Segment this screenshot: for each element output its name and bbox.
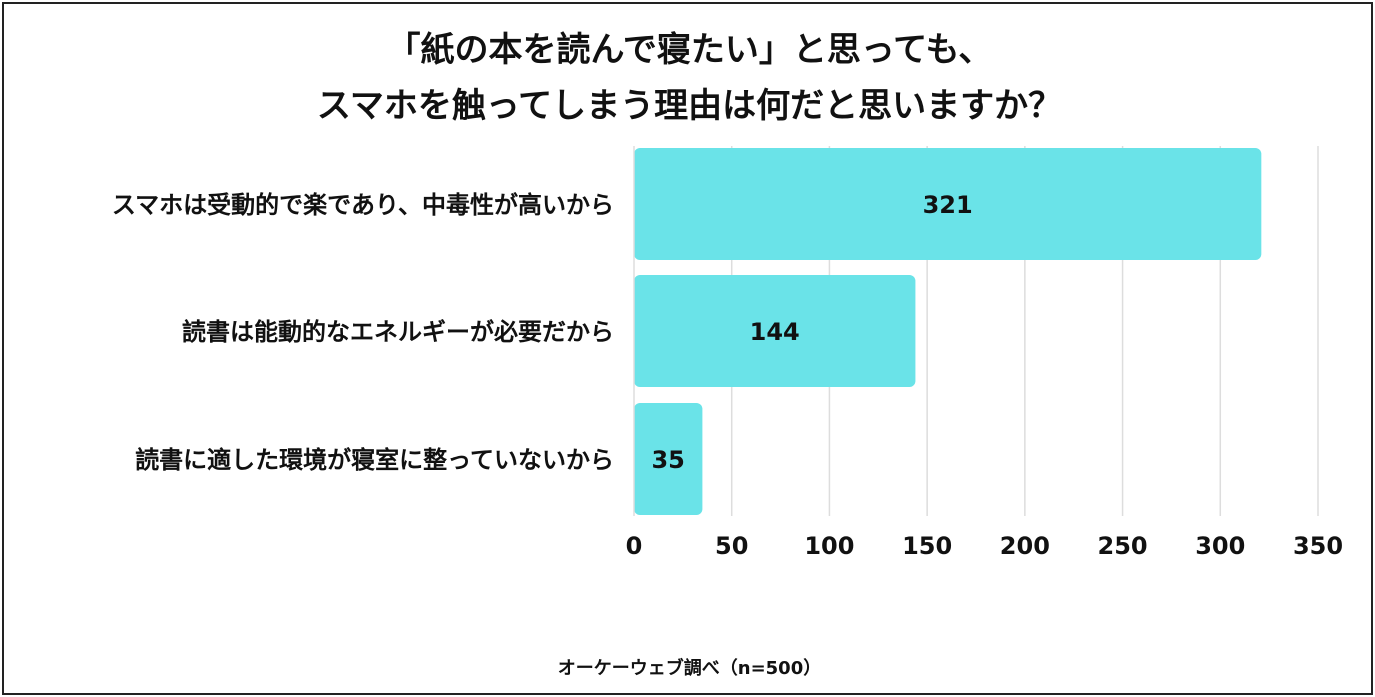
category-label: 読書に適した環境が寝室に整っていないから: [135, 446, 614, 474]
data-label: 321: [923, 191, 973, 219]
data-label: 35: [651, 446, 684, 474]
source-note: オーケーウェブ調べ（n=500）: [557, 658, 822, 679]
x-tick-label: 0: [626, 532, 643, 560]
x-tick-label: 300: [1195, 532, 1245, 560]
chart-title-line-2: スマホを触ってしまう理由は何だと思いますか？: [316, 86, 1063, 126]
bar: [634, 148, 1262, 260]
chart-title: 「紙の本を読んで寝たい」と思っても、 スマホを触ってしまう理由は何だと思いますか…: [4, 22, 1375, 134]
bar-chart: 0 50 100 150 200 250 300 350 321 スマホは受動的で楽であり、中毒性…: [112, 146, 1343, 560]
bar: [634, 403, 703, 515]
category-label: スマホは受動的で楽であり、中毒性が高いから: [112, 191, 614, 219]
bar: [634, 275, 916, 387]
x-tick-label: 250: [1098, 532, 1148, 560]
x-tick-label: 50: [715, 532, 748, 560]
x-tick-label: 100: [804, 532, 854, 560]
x-tick-label: 350: [1293, 532, 1343, 560]
data-label: 144: [750, 318, 800, 346]
chart-title-line-1: 「紙の本を読んで寝たい」と思っても、: [386, 30, 993, 70]
x-tick-label: 150: [902, 532, 952, 560]
category-label: 読書は能動的なエネルギーが必要だから: [182, 318, 614, 346]
x-tick-label: 200: [1000, 532, 1050, 560]
